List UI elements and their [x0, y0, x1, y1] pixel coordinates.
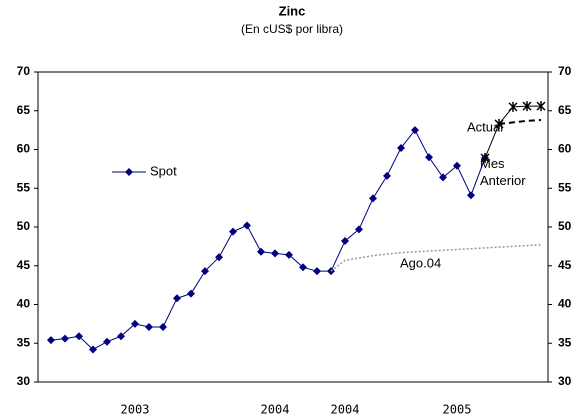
x-tick-label: 2005	[443, 403, 472, 417]
y-tick-label: 65	[17, 103, 31, 117]
series-line	[498, 119, 542, 125]
series-line	[330, 244, 542, 272]
data-point	[285, 250, 293, 259]
x-tick-label: 2004	[331, 403, 360, 417]
data-point	[187, 289, 195, 298]
x-tick-label: 2003	[121, 403, 150, 417]
legend-label: Spot	[150, 163, 177, 178]
y2-tick-label: 60	[558, 142, 572, 156]
data-point	[383, 171, 391, 180]
data-point	[453, 161, 461, 170]
data-point	[536, 101, 546, 112]
data-point	[117, 332, 125, 341]
data-point	[243, 221, 251, 230]
data-point	[47, 336, 55, 345]
y-tick-label: 40	[17, 297, 31, 311]
y-tick-label: 60	[17, 142, 31, 156]
data-point	[467, 191, 475, 200]
y2-tick-label: 30	[558, 374, 572, 388]
data-point	[215, 253, 223, 262]
data-point	[173, 294, 181, 303]
data-point	[480, 153, 490, 164]
annotation: Mes Anterior	[480, 156, 526, 188]
data-point	[131, 319, 139, 328]
y2-tick-label: 70	[558, 64, 572, 78]
chart-title: Zinc	[279, 3, 306, 18]
y2-tick-label: 35	[558, 335, 572, 349]
y-tick-label: 45	[17, 258, 31, 272]
y2-tick-label: 45	[558, 258, 572, 272]
y-tick-label: 30	[17, 374, 31, 388]
y-tick-label: 70	[17, 64, 31, 78]
y-tick-label: 50	[17, 219, 31, 233]
data-point	[201, 267, 209, 276]
data-point	[75, 332, 83, 341]
data-point	[522, 101, 532, 112]
y2-tick-label: 40	[558, 297, 572, 311]
y-tick-label: 55	[17, 180, 31, 194]
data-point	[355, 225, 363, 234]
data-point	[439, 173, 447, 182]
chart-subtitle: (En cUS$ por libra)	[241, 22, 343, 36]
data-point	[61, 334, 69, 343]
x-tick-label: 2004	[261, 403, 290, 417]
data-point	[257, 247, 265, 256]
data-point	[425, 153, 433, 162]
annotation: Actual	[467, 119, 503, 134]
data-point	[159, 322, 167, 331]
data-point	[271, 249, 279, 258]
data-point	[313, 267, 321, 276]
data-point	[411, 126, 419, 135]
data-point	[299, 263, 307, 272]
annotation: Ago.04	[400, 255, 441, 270]
data-point	[145, 322, 153, 331]
data-point	[341, 236, 349, 245]
data-point	[369, 194, 377, 203]
legend-marker	[125, 168, 133, 176]
y2-tick-label: 55	[558, 180, 572, 194]
data-point	[89, 345, 97, 354]
data-point	[508, 101, 518, 112]
data-point	[397, 143, 405, 152]
y2-tick-label: 65	[558, 103, 572, 117]
y2-tick-label: 50	[558, 219, 572, 233]
series-line	[50, 129, 486, 351]
data-point	[103, 337, 111, 346]
data-point	[229, 227, 237, 236]
y-tick-label: 35	[17, 335, 31, 349]
